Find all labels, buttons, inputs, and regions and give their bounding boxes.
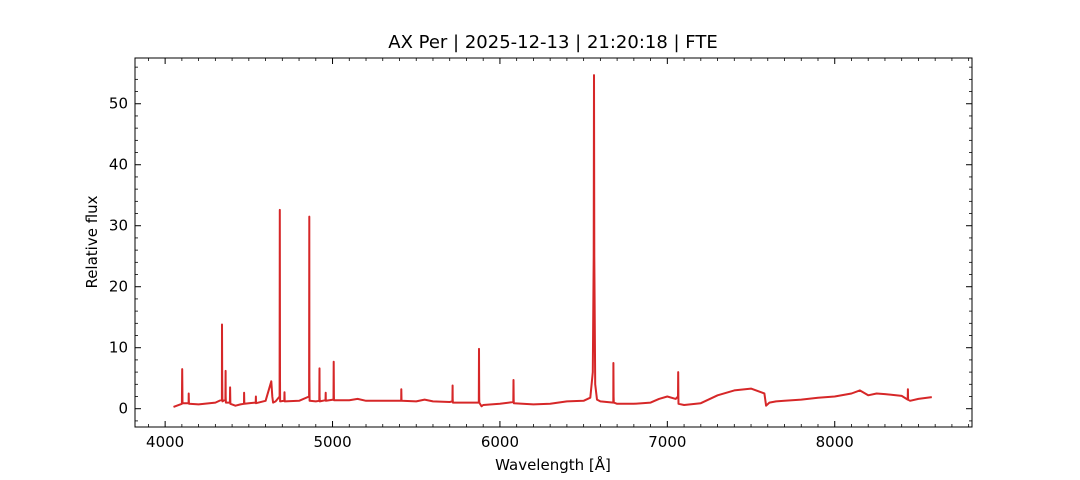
chart-title: AX Per | 2025-12-13 | 21:20:18 | FTE [388, 32, 717, 53]
axis-ticks: 4000 5000 6000 7000 8000 0 10 20 30 40 50 [109, 58, 972, 451]
y-tick-label: 40 [109, 156, 128, 174]
x-tick-label: 7000 [648, 433, 686, 451]
y-tick-label: 50 [109, 95, 128, 113]
spectrum-line [173, 74, 932, 408]
x-tick-label: 6000 [481, 433, 519, 451]
y-tick-label: 30 [109, 217, 128, 235]
plot-area [173, 74, 932, 408]
x-tick-label: 5000 [313, 433, 351, 451]
y-tick-label: 0 [118, 400, 128, 418]
y-tick-label: 10 [109, 339, 128, 357]
plot-frame [134, 57, 973, 428]
x-axis-label: Wavelength [Å] [495, 455, 611, 474]
x-tick-label: 4000 [146, 433, 184, 451]
x-tick-label: 8000 [816, 433, 854, 451]
y-tick-label: 20 [109, 278, 128, 296]
y-axis-label: Relative flux [83, 195, 101, 288]
